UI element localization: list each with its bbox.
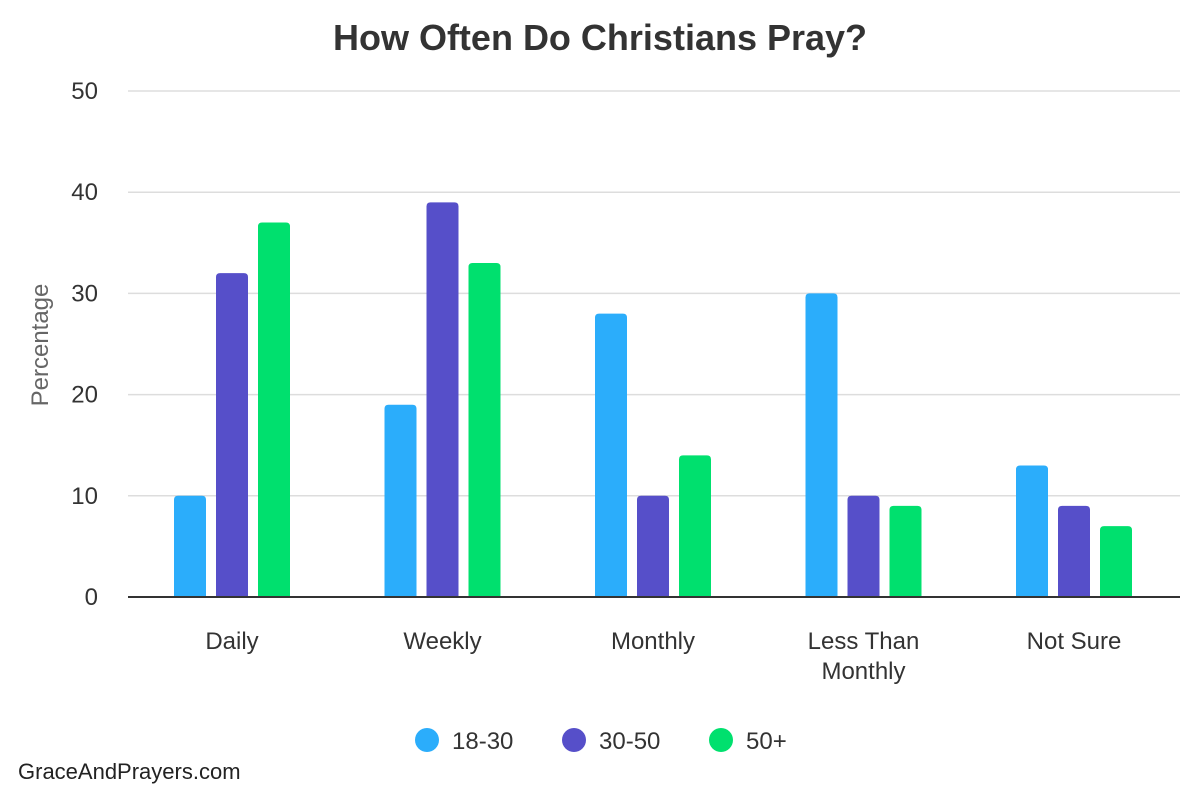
gridlines [128, 90, 1180, 497]
bar [1058, 505, 1090, 597]
watermark-text: GraceAndPrayers.com [18, 759, 241, 784]
x-category-label: Not Sure [1027, 628, 1122, 655]
bar [468, 263, 501, 597]
bar [595, 313, 627, 597]
x-category-label: Less Than [808, 628, 920, 655]
chart-title: How Often Do Christians Pray? [333, 17, 867, 58]
y-axis-ticks: 0 10 20 30 40 50 [71, 78, 98, 611]
y-tick-label: 40 [71, 179, 98, 206]
legend: 18-30 30-50 50+ [415, 728, 787, 755]
legend-label: 30-50 [599, 728, 660, 755]
bar [637, 495, 669, 597]
legend-swatch [562, 728, 586, 752]
x-axis-categories: Daily Weekly Monthly Less Than Monthly Not Su… [205, 628, 1121, 685]
x-category-label: Monthly [821, 658, 905, 685]
legend-swatch [415, 728, 439, 752]
bar [1100, 526, 1132, 597]
bar [216, 273, 248, 597]
y-tick-label: 50 [71, 78, 98, 105]
bars [174, 202, 1132, 597]
bar [805, 293, 838, 597]
y-axis-label: Percentage [27, 284, 54, 407]
x-category-label: Monthly [611, 628, 695, 655]
y-tick-label: 0 [85, 584, 98, 611]
bar [174, 495, 206, 597]
x-category-label: Weekly [403, 628, 481, 655]
y-tick-label: 30 [71, 280, 98, 307]
bar [847, 495, 880, 597]
legend-label: 18-30 [452, 728, 513, 755]
y-tick-label: 20 [71, 382, 98, 409]
legend-label: 50+ [746, 728, 787, 755]
bar [1016, 465, 1048, 597]
legend-swatch [709, 728, 733, 752]
bar [384, 404, 417, 597]
bar [679, 455, 711, 597]
bar [889, 505, 922, 597]
bar [258, 222, 290, 597]
x-category-label: Daily [205, 628, 258, 655]
bar [426, 202, 459, 597]
y-tick-label: 10 [71, 483, 98, 510]
